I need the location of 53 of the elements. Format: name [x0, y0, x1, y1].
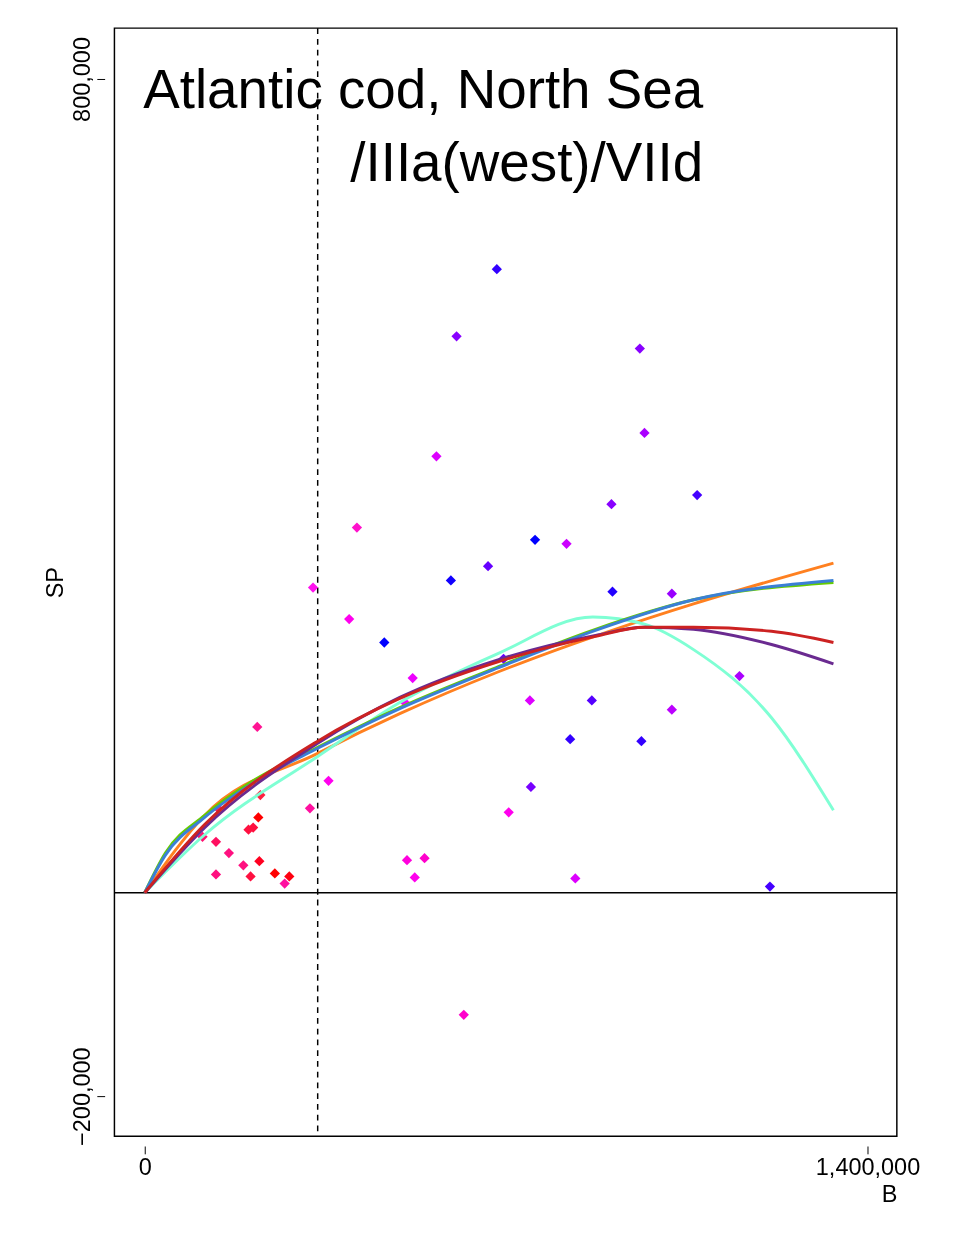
x-axis-title: B: [881, 1181, 898, 1208]
point: [409, 872, 420, 883]
point: [253, 812, 264, 823]
point: [764, 881, 776, 892]
point: [431, 451, 442, 462]
point: [634, 343, 645, 354]
point: [307, 582, 319, 593]
point: [666, 704, 677, 715]
point: [379, 637, 390, 648]
y-axis-title: SP: [42, 567, 69, 599]
point: [351, 522, 363, 533]
point: [561, 538, 572, 549]
text: Atlantic cod, North Sea /IIIa(west)/VIId: [143, 58, 704, 193]
point: [210, 869, 222, 880]
point: [269, 868, 280, 879]
point: [636, 736, 647, 747]
point: [344, 613, 355, 625]
point: [586, 695, 597, 706]
point: [210, 836, 222, 847]
point: [606, 499, 617, 510]
point: [252, 721, 263, 733]
point: [238, 860, 249, 871]
point: [458, 1009, 469, 1020]
point: [419, 853, 430, 864]
point: [639, 427, 650, 439]
point: [284, 871, 295, 882]
y-tick-label: −200,000: [69, 1047, 96, 1146]
point: [401, 855, 413, 866]
point: [607, 586, 618, 597]
point: [666, 588, 677, 599]
point: [323, 775, 334, 786]
point: [248, 822, 259, 833]
point: [407, 672, 418, 684]
point: [451, 331, 462, 342]
point: [525, 781, 537, 793]
point: [279, 878, 290, 889]
point: [304, 803, 316, 814]
point: [734, 670, 745, 682]
point: [503, 807, 514, 818]
point: [245, 871, 256, 882]
point: [445, 575, 457, 586]
x-tick-label: 1,400,000: [815, 1153, 921, 1180]
point: [524, 695, 536, 706]
point: [529, 534, 541, 545]
point: [570, 873, 581, 884]
point: [692, 489, 703, 501]
point: [491, 264, 502, 275]
point: [223, 847, 235, 859]
point: [565, 734, 576, 745]
point: [482, 561, 494, 572]
point: [254, 856, 265, 867]
x-tick-label: 0: [138, 1153, 152, 1180]
y-tick-label: 800,000: [69, 37, 96, 122]
